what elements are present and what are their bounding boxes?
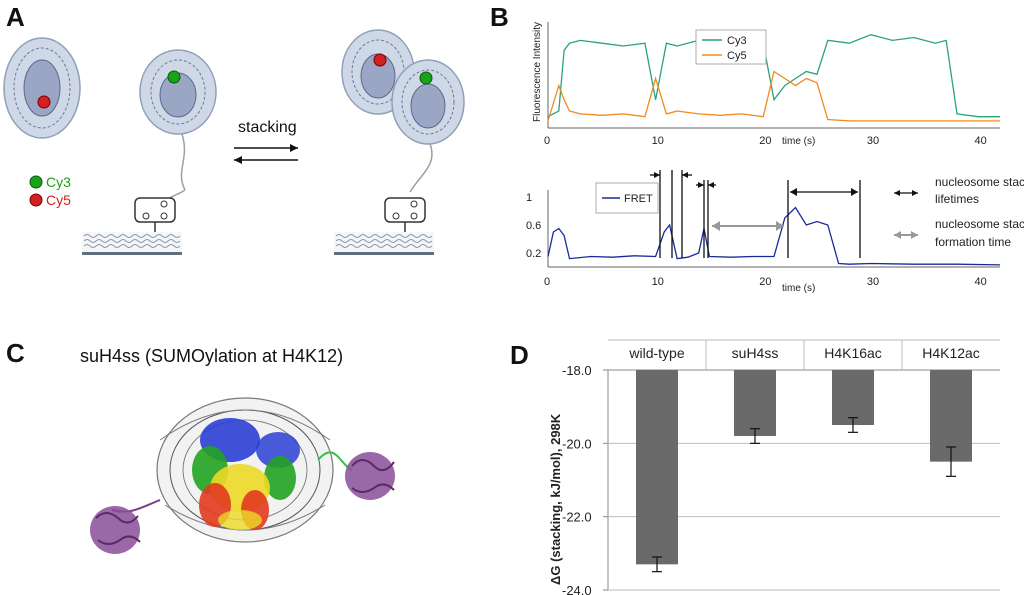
sumo-left: [90, 499, 161, 554]
b-top-xtick: 0: [544, 135, 550, 147]
b-top-xtick: 40: [974, 135, 986, 147]
d-ytick-label: -18.0: [562, 363, 592, 378]
b-bottom-xlabel: time (s): [782, 283, 815, 294]
b-bottom-ytick: 0.6: [526, 220, 541, 232]
stacking-label: stacking: [238, 119, 297, 136]
d-category-label: suH4ss: [732, 345, 779, 361]
d-category-label: wild-type: [628, 345, 684, 361]
cy3-dot-icon: [29, 175, 43, 189]
lifetime-arrows: [650, 172, 858, 196]
b-top-legend-cy5: Cy5: [727, 50, 747, 62]
nucleosome-core: [156, 397, 334, 543]
b-bottom-xtick: 10: [652, 276, 664, 288]
cy5-legend-label: Cy5: [46, 192, 71, 208]
panel-a-diagram: stacking Cy3 Cy5: [3, 29, 465, 255]
b-top-legend: Cy3 Cy5: [695, 29, 767, 65]
annotation-lifetimes-line2: lifetimes: [935, 192, 979, 206]
sumo-right: [317, 451, 395, 500]
d-ylabel: ΔG (stacking, kJ/mol), 298K: [548, 413, 563, 585]
b-top-xlabel: time (s): [782, 136, 815, 147]
b-top-ylabel: Fluorescence Intensity: [532, 22, 543, 122]
b-bottom-xtick: 0: [544, 276, 550, 288]
surface-right: [334, 232, 434, 255]
cy5-dot-icon: [29, 193, 43, 207]
cy3-legend-label: Cy3: [46, 174, 71, 190]
d-ytick-label: -20.0: [562, 436, 592, 451]
b-bottom-series-fret: [547, 206, 1001, 266]
b-bottom-legend-fret: FRET: [624, 193, 653, 205]
annotation-formation-line2: formation time: [935, 235, 1011, 249]
b-bottom-legend: FRET: [595, 182, 659, 214]
b-bottom-xtick: 30: [867, 276, 879, 288]
nucleosome-tethered: [139, 49, 217, 201]
panel-letter-d: D: [510, 340, 529, 370]
b-bottom-ytick: 1: [526, 192, 532, 204]
formation-arrow: [712, 221, 784, 231]
b-top-series-cy5: [547, 70, 1000, 122]
annotation-formation-line1: nucleosome stack: [935, 217, 1024, 231]
d-bar-h4k16ac: [832, 370, 874, 425]
d-category-label: H4K12ac: [922, 345, 980, 361]
d-bar-suh4ss: [734, 370, 776, 436]
b-bottom-xtick: 20: [759, 276, 771, 288]
b-top-xtick: 10: [652, 135, 664, 147]
b-top-legend-cy3: Cy3: [727, 35, 747, 47]
b-top-xtick: 20: [759, 135, 771, 147]
annotation-key: nucleosome stack lifetimes nucleosome st…: [894, 175, 1024, 249]
surface-left: [82, 232, 182, 255]
nucleosome-free-left: [3, 37, 81, 139]
b-top-series-cy3: [547, 34, 1000, 118]
nucleosome-stack: [341, 29, 465, 193]
d-bar-h4k12ac: [930, 370, 972, 462]
b-bottom-ytick: 0.2: [526, 248, 541, 260]
panel-letter-a: A: [6, 2, 25, 32]
d-ytick-label: -22.0: [562, 510, 592, 525]
d-bar-wild-type: [636, 370, 678, 565]
b-bottom-xtick: 40: [974, 276, 986, 288]
panel-letter-b: B: [490, 2, 509, 32]
panel-c-title: suH4ss (SUMOylation at H4K12): [80, 346, 344, 366]
annotation-lifetimes-line1: nucleosome stack: [935, 175, 1024, 189]
panel-c-structure: [90, 397, 395, 554]
d-ytick-label: -24.0: [562, 583, 592, 595]
d-category-label: H4K16ac: [824, 345, 882, 361]
b-top-xtick: 30: [867, 135, 879, 147]
panel-letter-c: C: [6, 338, 25, 368]
panel-b-traces: Fluorescence Intensity 0 10 20 30 40 time (s…: [526, 22, 1024, 294]
lifetime-markers: [659, 170, 861, 258]
